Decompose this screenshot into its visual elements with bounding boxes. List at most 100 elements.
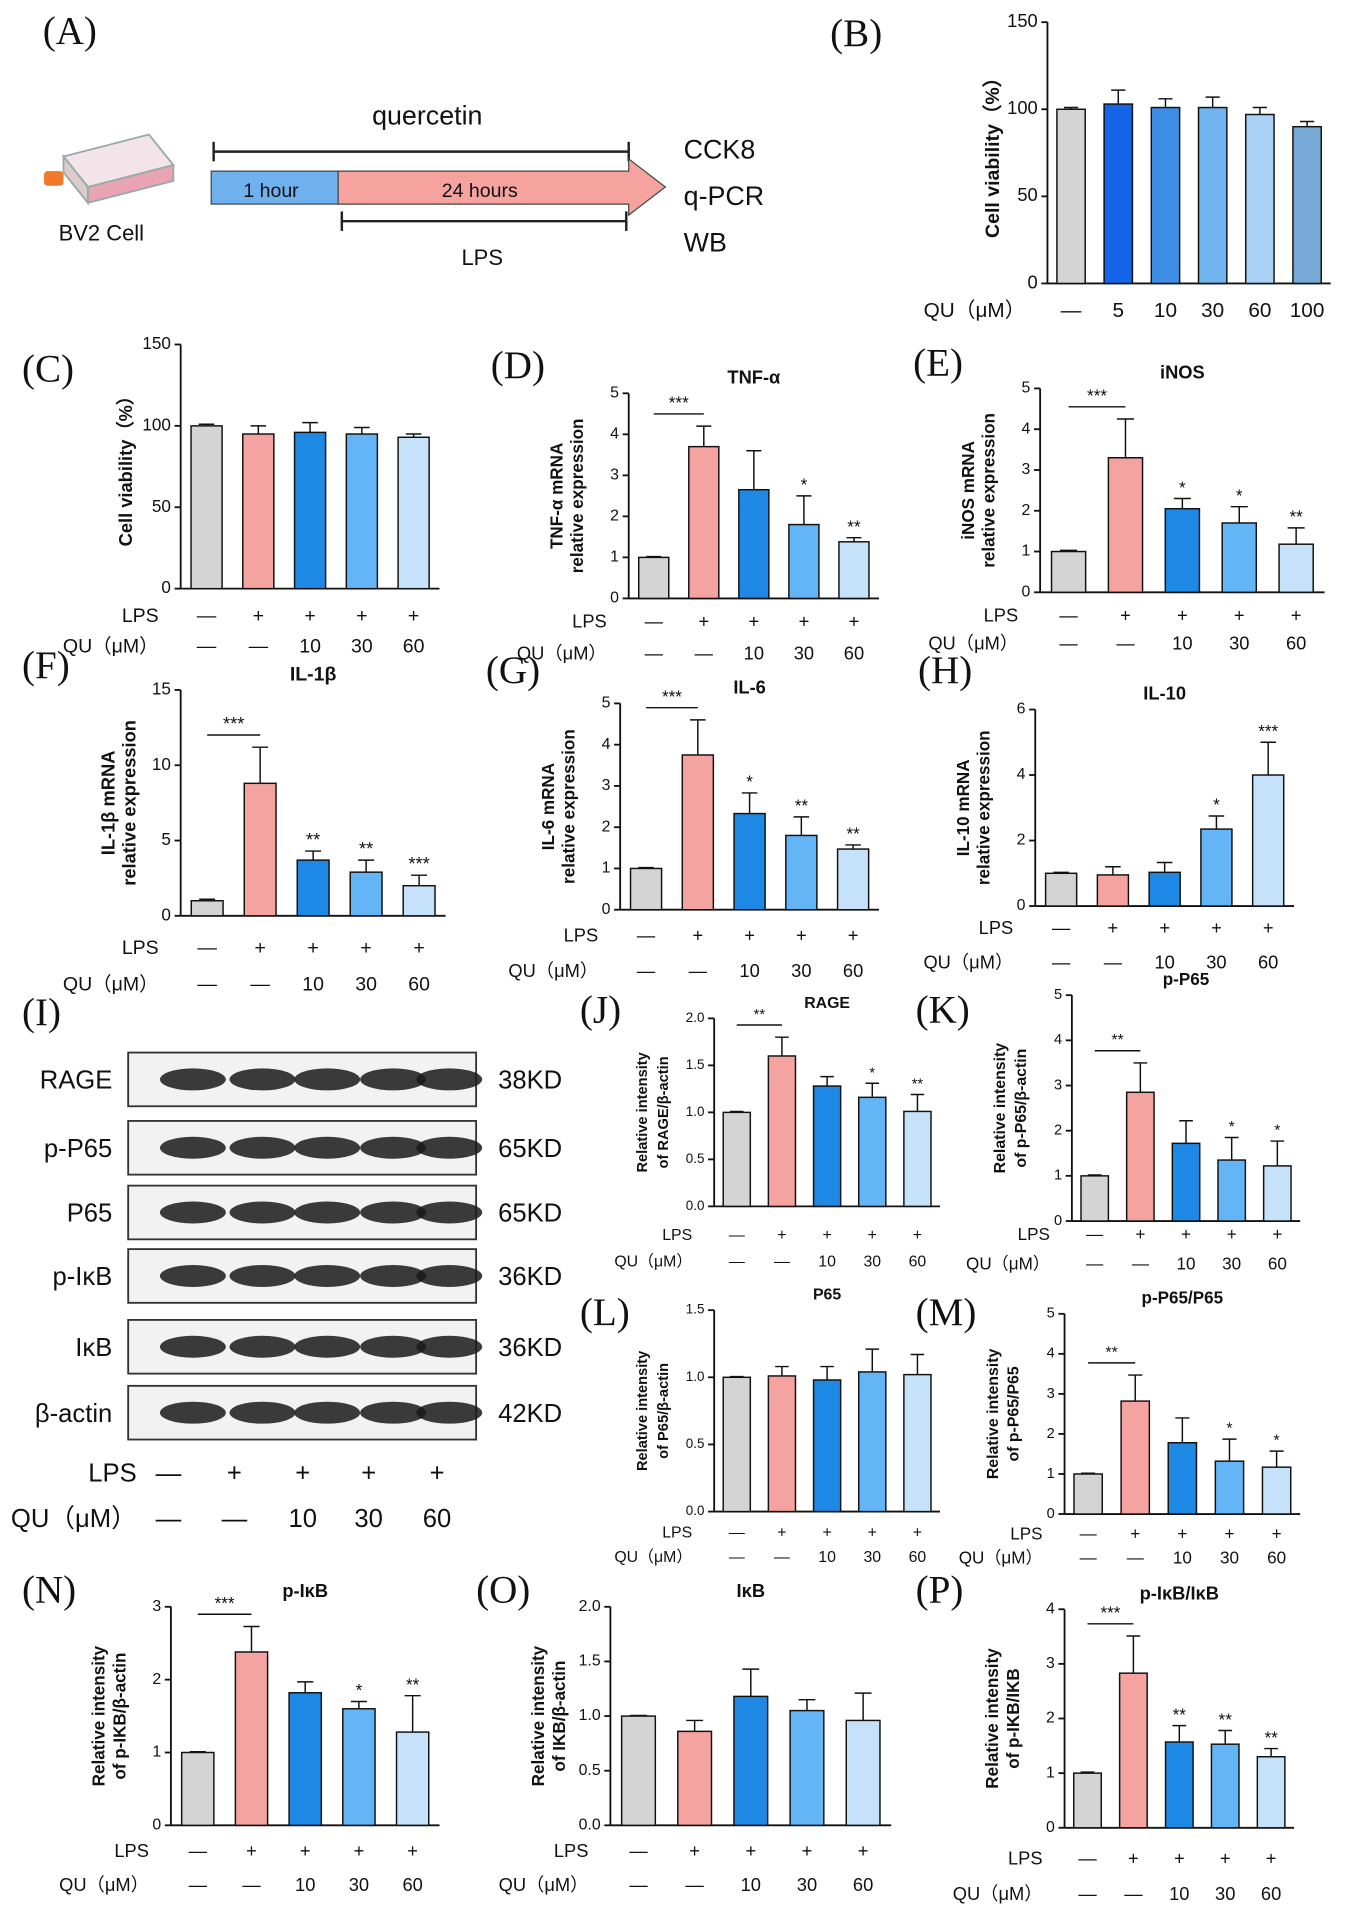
bar-chart: (B) Cell viability（%） 0 50 100 150 QU（μM） — 5 10 3… bbox=[830, 10, 1331, 322]
y-axis-label: IL-6 mRNA bbox=[539, 763, 558, 850]
y-axis-label: Relative intensity bbox=[635, 1051, 651, 1172]
panel-label: (C) bbox=[22, 348, 74, 391]
condition-label: — bbox=[729, 1254, 745, 1271]
significance-bracket-label: *** bbox=[669, 394, 689, 413]
error-bar bbox=[1179, 1120, 1193, 1144]
y-tick-label: 150 bbox=[142, 334, 171, 353]
condition-label: 60 bbox=[844, 642, 864, 663]
condition-label: 60 bbox=[402, 1874, 422, 1895]
error-bar bbox=[1156, 861, 1173, 873]
condition-label: — bbox=[629, 1874, 648, 1895]
bar bbox=[1292, 125, 1322, 285]
error-bar bbox=[686, 1719, 704, 1732]
y-tick-label: 3 bbox=[602, 777, 611, 794]
condition-label: — bbox=[1052, 917, 1071, 938]
y-tick-label: 1 bbox=[610, 549, 619, 566]
condition-label: 10 bbox=[739, 960, 759, 981]
error-bar bbox=[1087, 1174, 1102, 1176]
assay-label: CCK8 bbox=[684, 135, 756, 165]
condition-label: — bbox=[1104, 951, 1123, 972]
y-axis-label: Relative intensity bbox=[635, 1350, 651, 1471]
condition-name: QU（μM） bbox=[63, 974, 159, 996]
bar bbox=[903, 1110, 932, 1208]
condition-label: — bbox=[645, 611, 664, 632]
error-bar bbox=[630, 1714, 647, 1717]
y-tick-label: 0.0 bbox=[686, 1503, 705, 1518]
condition-name: QU（μM） bbox=[63, 635, 159, 657]
error-bar bbox=[250, 425, 267, 435]
condition-label: — bbox=[1052, 951, 1071, 972]
condition-name: QU（μM） bbox=[59, 1874, 149, 1895]
condition-label: + bbox=[1263, 917, 1274, 938]
error-bar bbox=[638, 866, 654, 869]
error-bar bbox=[798, 1698, 816, 1711]
condition-label: 30 bbox=[349, 1874, 369, 1895]
assay-label: q-PCR bbox=[684, 181, 765, 211]
condition-label: + bbox=[1128, 1847, 1139, 1868]
significance-bracket-label: *** bbox=[1100, 1604, 1120, 1623]
y-tick-label: 2 bbox=[1054, 1123, 1062, 1139]
y-tick-label: 1 bbox=[602, 860, 611, 877]
y-tick-label: 1 bbox=[1046, 1764, 1055, 1781]
condition-label: 10 bbox=[741, 1874, 761, 1895]
condition-name: LPS bbox=[979, 917, 1014, 938]
error-bar bbox=[865, 1082, 880, 1098]
bar bbox=[637, 556, 670, 600]
y-tick-label: 4 bbox=[610, 426, 619, 443]
y-tick-label: 4 bbox=[602, 736, 611, 753]
condition-label: + bbox=[1174, 1847, 1185, 1868]
y-axis-label: of p-P65/β-actin bbox=[1013, 1049, 1030, 1168]
chart-title: p-P65/P65 bbox=[1142, 1289, 1224, 1308]
bar bbox=[1262, 1165, 1292, 1222]
condition-label: + bbox=[822, 1227, 831, 1244]
bar bbox=[767, 1375, 797, 1513]
significance-label: ** bbox=[1264, 1728, 1278, 1747]
y-axis-label: of p-IKB/β-actin bbox=[110, 1653, 129, 1780]
condition-label: — bbox=[774, 1254, 790, 1271]
condition-label: 60 bbox=[1261, 1883, 1281, 1904]
condition-label: 30 bbox=[863, 1549, 881, 1566]
blot-band bbox=[159, 1136, 226, 1159]
bar bbox=[1171, 1142, 1201, 1222]
error-bar bbox=[1063, 106, 1079, 110]
condition-label: — bbox=[197, 937, 217, 959]
significance-bracket-label: *** bbox=[1087, 387, 1107, 406]
blot-band bbox=[360, 1068, 427, 1091]
y-tick-label: 5 bbox=[602, 695, 611, 712]
significance-label: ** bbox=[1173, 1705, 1187, 1724]
error-bar bbox=[1205, 96, 1220, 108]
condition-label: — bbox=[189, 1874, 208, 1895]
bar bbox=[1214, 1460, 1245, 1515]
chart-title: IL-6 bbox=[733, 677, 766, 698]
significance-label: * bbox=[1226, 1421, 1232, 1438]
condition-name: QU（μM） bbox=[953, 1883, 1043, 1904]
error-bar bbox=[305, 850, 322, 861]
condition-name: LPS bbox=[564, 924, 599, 945]
bar bbox=[722, 1111, 752, 1208]
y-tick-label: 0.0 bbox=[686, 1198, 705, 1213]
bar-chart: (J) RAGE Relative intensity of RAGE/β-actin… bbox=[580, 988, 941, 1271]
significance-label: ** bbox=[306, 829, 320, 850]
bar bbox=[1072, 1772, 1103, 1829]
significance-label: * bbox=[1229, 1119, 1235, 1136]
error-bar bbox=[910, 1353, 925, 1375]
condition-label: + bbox=[300, 1840, 311, 1861]
chart-title: TNF-α bbox=[727, 367, 781, 388]
condition-label: + bbox=[858, 1840, 869, 1861]
error-bar bbox=[404, 1694, 421, 1733]
y-axis-label: Relative intensity bbox=[983, 1648, 1002, 1789]
condition-label: 30 bbox=[355, 974, 377, 996]
blot-band bbox=[360, 1264, 427, 1287]
bar bbox=[857, 1371, 887, 1513]
chart-title: IL-10 bbox=[1143, 683, 1186, 704]
bar bbox=[1164, 1741, 1194, 1829]
y-axis-label: Cell viability（%） bbox=[981, 68, 1004, 238]
y-tick-label: 1 bbox=[1054, 1168, 1062, 1184]
error-bar bbox=[775, 1365, 789, 1376]
condition-label: 60 bbox=[909, 1254, 927, 1271]
bar bbox=[349, 871, 383, 917]
condition-label: — bbox=[1086, 1254, 1104, 1273]
blot-band bbox=[159, 1264, 226, 1287]
bar bbox=[903, 1373, 932, 1513]
y-axis-label: Relative intensity bbox=[992, 1043, 1009, 1174]
